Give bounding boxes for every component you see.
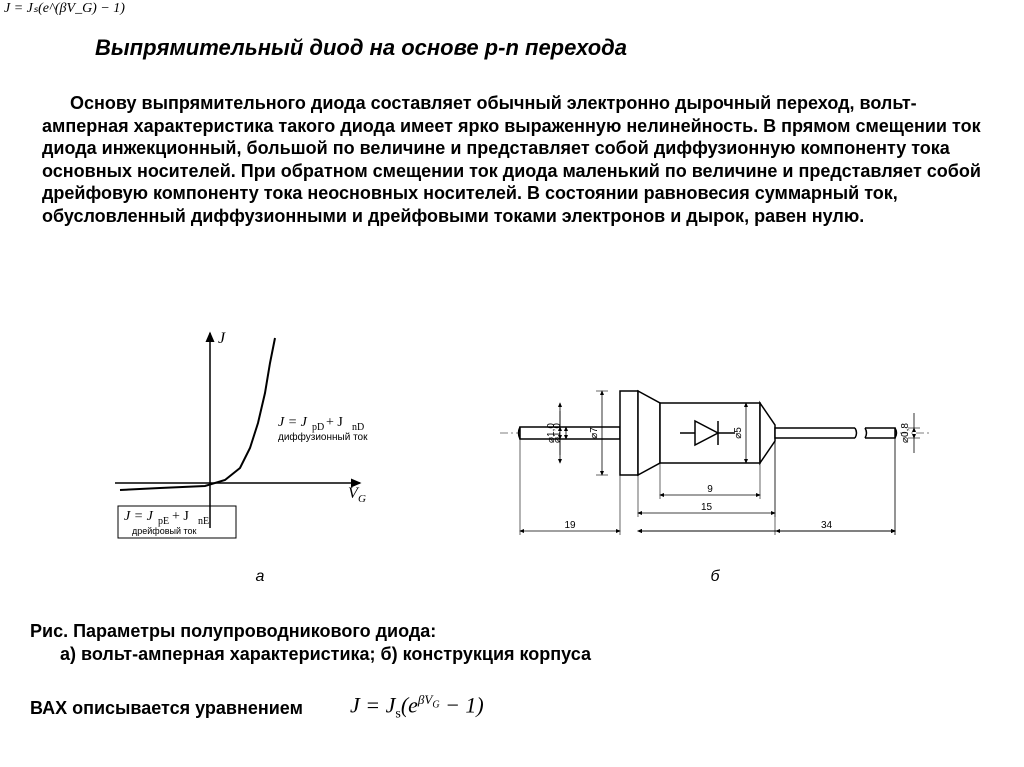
svg-text:34: 34 xyxy=(821,520,833,531)
svg-text:9: 9 xyxy=(707,484,713,495)
equation-formula: J = Js(eβVG − 1) xyxy=(350,692,484,723)
caption-line2: а) вольт-амперная характеристика; б) кон… xyxy=(30,643,591,666)
figure-caption: Рис. Параметры полупроводникового диода:… xyxy=(30,620,591,665)
svg-text:+ J: + J xyxy=(326,415,343,430)
figure-row: JVGJ = JpD + JnDдиффузионный токJ = JpE … xyxy=(110,328,930,588)
body-paragraph: Основу выпрямительного диода составляет … xyxy=(42,92,982,227)
equation-label: ВАХ описывается уравнением xyxy=(30,698,303,719)
svg-text:⌀5: ⌀5 xyxy=(733,427,744,439)
svg-text:дрейфовый ток: дрейфовый ток xyxy=(132,526,197,536)
eq-exp: βVG xyxy=(418,692,440,707)
eq-part1: J = J xyxy=(350,692,395,717)
svg-text:J: J xyxy=(218,330,226,347)
svg-text:J = J: J = J xyxy=(124,509,154,524)
svg-text:⌀0,8: ⌀0,8 xyxy=(900,423,911,443)
diode-drawing: ⌀1,0⌀1,0⌀7⌀5⌀0,89151934 б xyxy=(500,328,930,588)
svg-text:⌀7: ⌀7 xyxy=(589,427,600,439)
svg-text:+ J: + J xyxy=(172,509,189,524)
eq-part2: (e xyxy=(401,692,418,717)
svg-text:G: G xyxy=(358,493,366,505)
eq-part3: − 1) xyxy=(440,692,484,717)
chart-a-sublabel: а xyxy=(110,568,410,586)
top-formula: J = Jₛ(e^(βV_G) − 1) xyxy=(4,0,125,17)
chart-b-sublabel: б xyxy=(500,568,930,586)
page-title: Выпрямительный диод на основе p-n перехо… xyxy=(95,35,627,61)
caption-line1: Рис. Параметры полупроводникового диода: xyxy=(30,620,591,643)
svg-text:⌀1,0: ⌀1,0 xyxy=(546,423,557,443)
svg-text:диффузионный ток: диффузионный ток xyxy=(278,431,368,443)
svg-text:15: 15 xyxy=(701,502,713,513)
svg-text:19: 19 xyxy=(564,520,576,531)
chart-iv-curve: JVGJ = JpD + JnDдиффузионный токJ = JpE … xyxy=(110,328,410,588)
diode-drawing-svg: ⌀1,0⌀1,0⌀7⌀5⌀0,89151934 xyxy=(500,328,930,563)
svg-text:J = J: J = J xyxy=(278,415,308,430)
body-text-span: Основу выпрямительного диода составляет … xyxy=(42,93,981,226)
iv-curve-svg: JVGJ = JpD + JnDдиффузионный токJ = JpE … xyxy=(110,328,410,563)
svg-text:nE: nE xyxy=(198,516,209,527)
